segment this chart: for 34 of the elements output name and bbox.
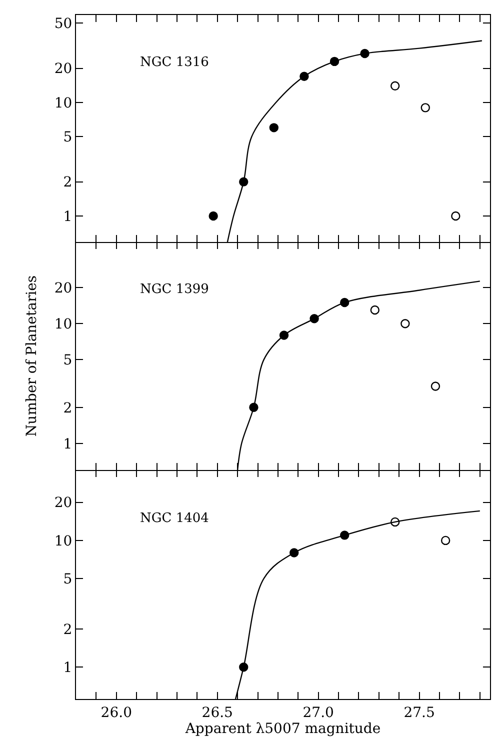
- x-tick-label: 27.0: [302, 704, 334, 721]
- y-tick-label: 1: [63, 660, 72, 676]
- annotation: NGC 1316: [140, 55, 209, 70]
- y-tick-label: 20: [54, 280, 72, 296]
- point: [390, 81, 400, 91]
- annotation: NGC 1404: [140, 511, 209, 526]
- y-tick-label: 10: [54, 316, 72, 333]
- y-tick-label: 50: [54, 16, 72, 32]
- point: [440, 536, 450, 546]
- y-tick-label: 1: [63, 208, 72, 225]
- y-tick-label: 2: [63, 174, 72, 191]
- point: [269, 123, 279, 132]
- y-tick-label: 2: [63, 400, 72, 416]
- point: [451, 211, 460, 221]
- y-tick-label: 1: [63, 436, 72, 452]
- y-tick-label: 10: [54, 533, 72, 550]
- y-tick-label: 20: [54, 495, 72, 512]
- x-tick-label: 27.5: [404, 704, 435, 721]
- y-axis-title: Number of Planetaries: [24, 275, 40, 437]
- x-axis-title: Apparent λ5007 magnitude: [184, 720, 381, 737]
- point: [370, 305, 380, 315]
- y-tick-label: 5: [63, 352, 72, 369]
- annotation: NGC 1399: [140, 282, 209, 297]
- y-tick-label: 10: [54, 95, 72, 112]
- y-tick-label: 2: [63, 622, 72, 638]
- y-tick-label: 20: [54, 61, 72, 78]
- y-tick-label: 5: [63, 130, 72, 146]
- point: [420, 103, 430, 112]
- x-tick-label: 26.0: [100, 704, 132, 721]
- x-tick-label: 26.5: [202, 704, 233, 721]
- point: [400, 319, 410, 328]
- point: [430, 382, 440, 391]
- y-tick-label: 5: [63, 571, 72, 588]
- point: [208, 211, 218, 221]
